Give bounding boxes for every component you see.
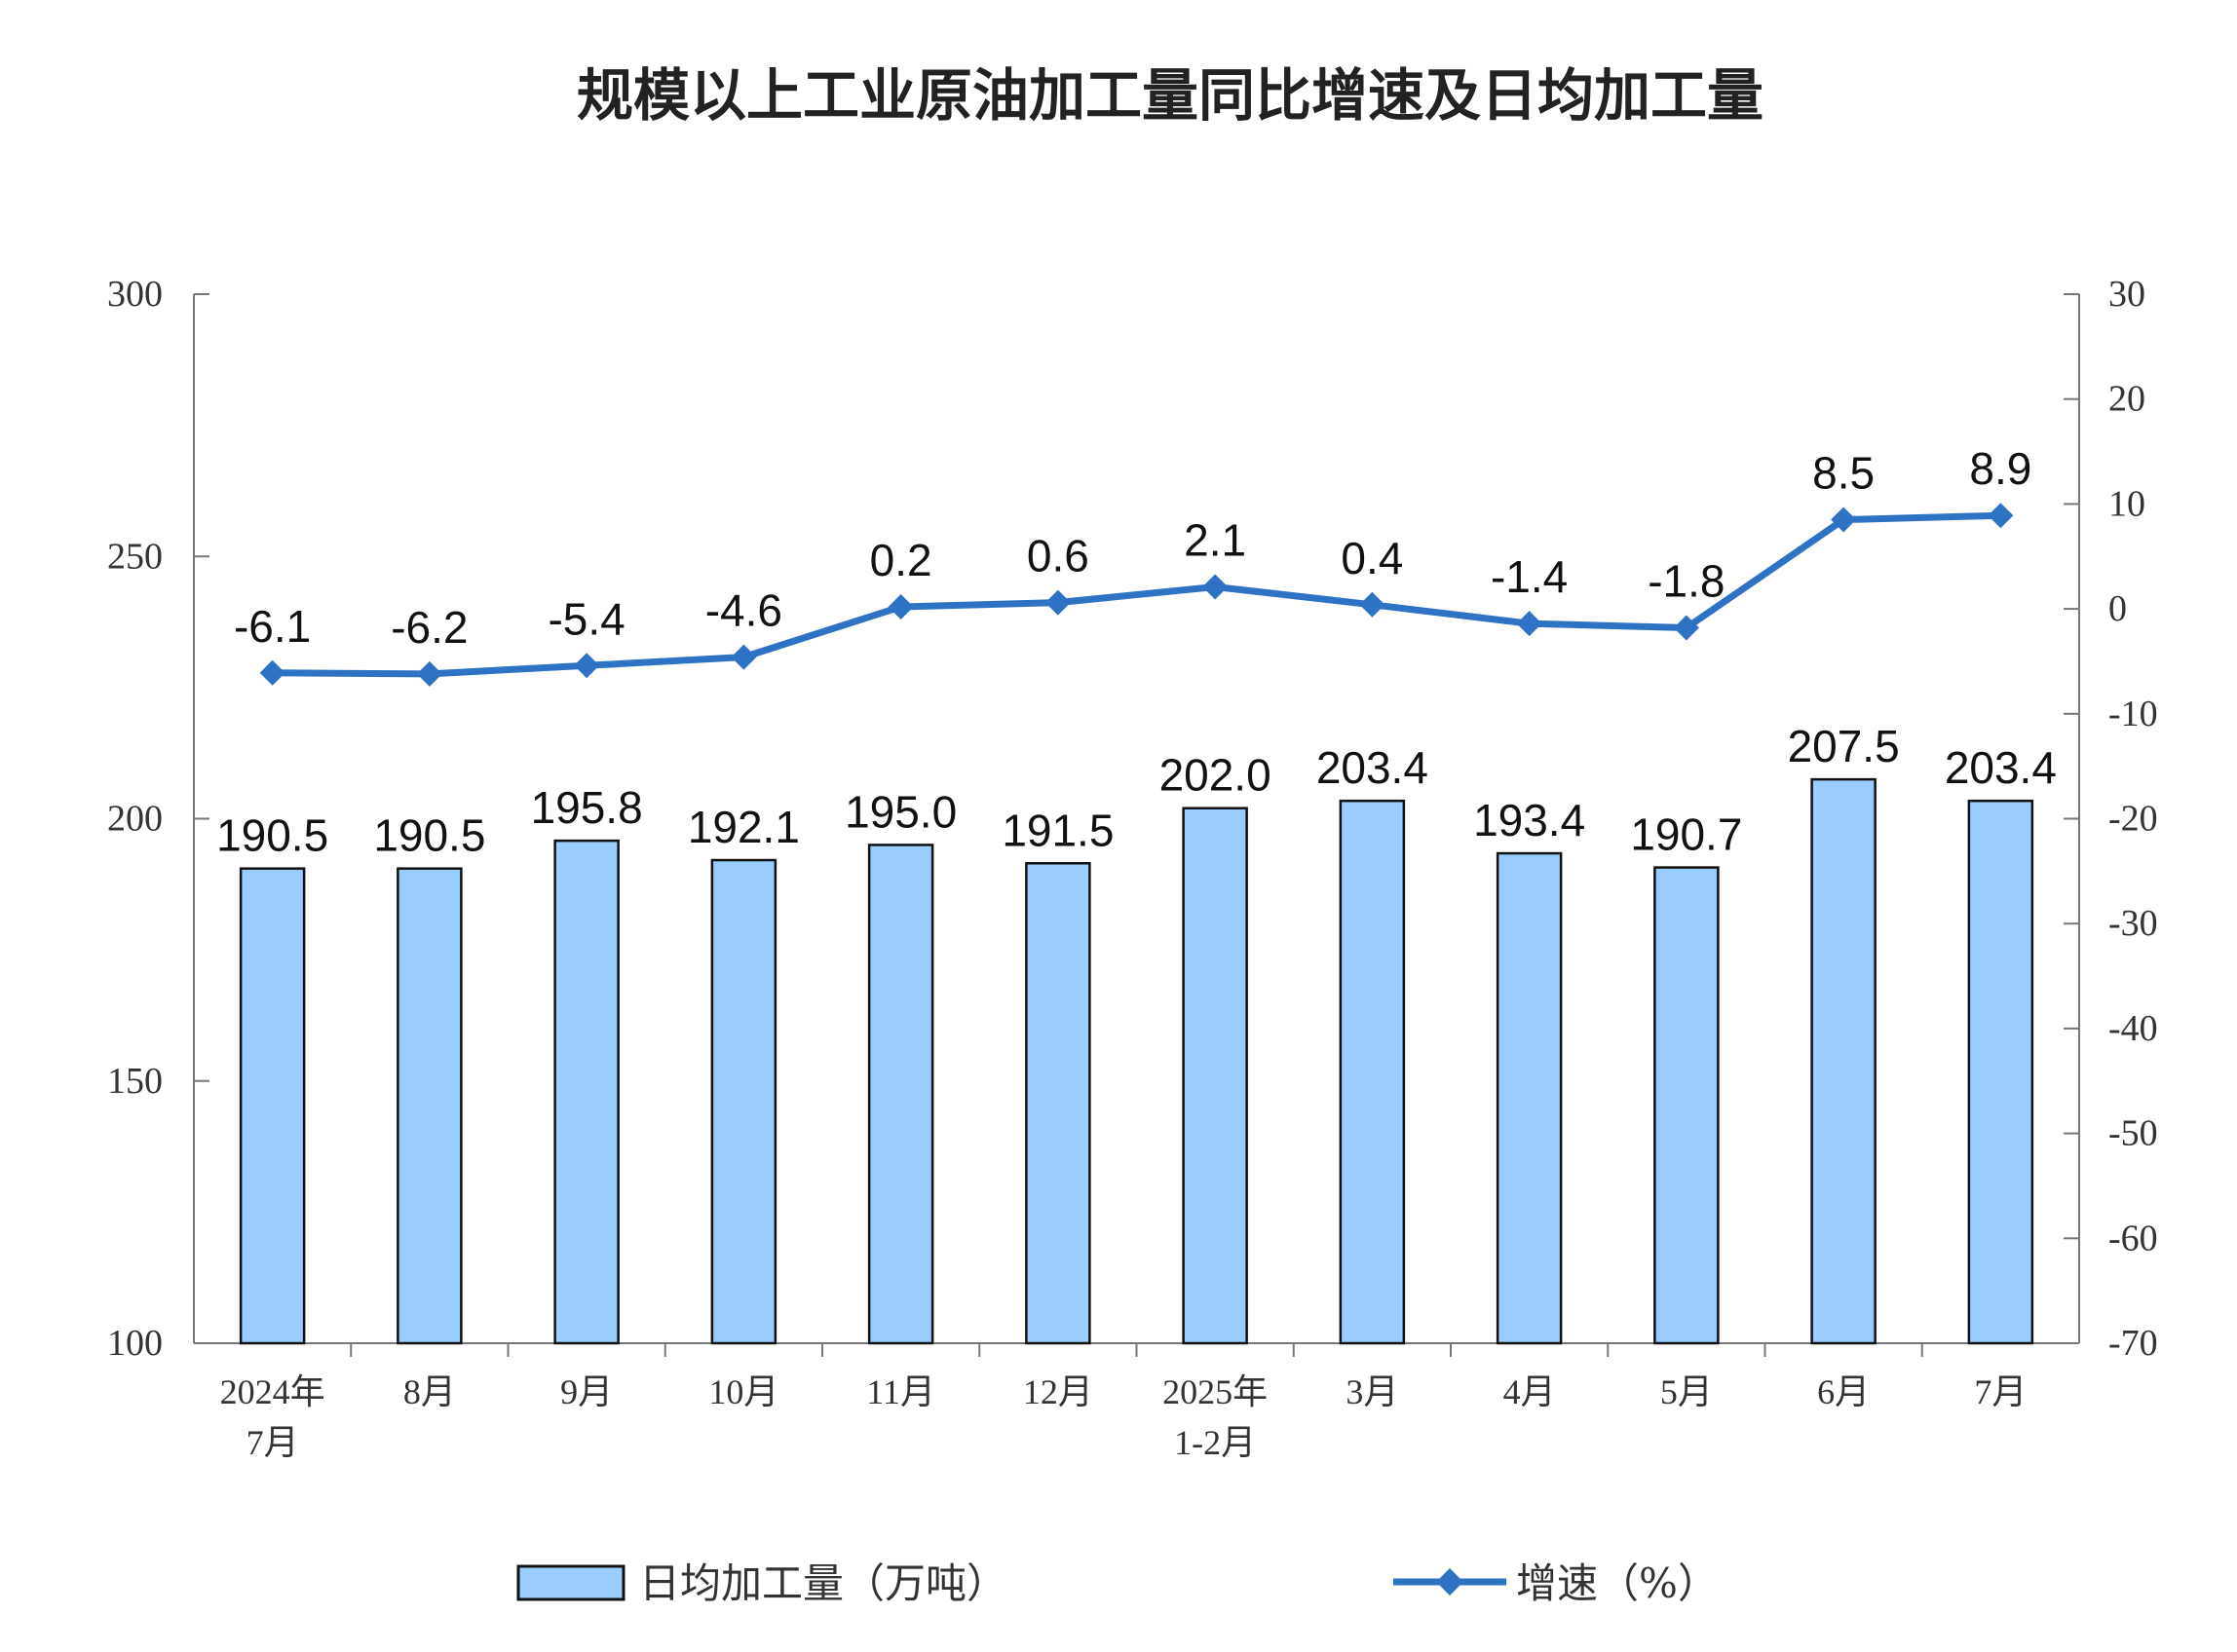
left-tick-label: 250 (107, 536, 163, 577)
line-data-label: -1.8 (1648, 555, 1725, 606)
x-tick-label: 12月 (1023, 1372, 1093, 1411)
line-data-label: -6.1 (234, 601, 311, 652)
right-tick-label: -70 (2108, 1323, 2158, 1364)
bar-data-label: 190.5 (373, 810, 485, 861)
bar (1025, 862, 1091, 1345)
line-marker (1831, 507, 1857, 533)
line-data-label: -4.6 (705, 585, 782, 636)
line-data-label: 8.9 (1969, 443, 2031, 494)
x-tick-label: 4月 (1503, 1372, 1556, 1411)
bar (397, 867, 463, 1345)
line-marker (574, 653, 600, 679)
line-marker (1673, 615, 1699, 641)
legend-bar-label: 日均加工量（万吨） (639, 1559, 1007, 1607)
legend-line-marker (1436, 1568, 1463, 1596)
right-tick-label: 20 (2108, 379, 2145, 420)
x-tick-label: 10月 (708, 1372, 778, 1411)
line-data-label: -5.4 (548, 593, 625, 644)
line-marker (888, 593, 914, 620)
bar-data-label: 202.0 (1159, 750, 1271, 801)
right-tick-label: 10 (2108, 483, 2145, 524)
growth-line (272, 511, 2001, 678)
right-tick-label: -60 (2108, 1218, 2158, 1258)
right-tick-label: -30 (2108, 903, 2158, 944)
bar (1810, 777, 1877, 1345)
line-data-label: -6.2 (391, 602, 468, 653)
bar-data-label: 191.5 (1002, 805, 1114, 855)
legend-bar-swatch (516, 1564, 626, 1601)
right-tick-label: 0 (2108, 588, 2127, 629)
bar (553, 839, 620, 1345)
left-tick-label: 150 (107, 1061, 163, 1102)
x-tick-label: 8月 (403, 1372, 456, 1411)
line-data-label: 2.1 (1184, 514, 1246, 565)
x-tick-label: 9月 (560, 1372, 613, 1411)
bar (1653, 866, 1720, 1345)
line-data-label: -1.4 (1491, 551, 1568, 602)
right-tick-label: -50 (2108, 1113, 2158, 1154)
line-marker (1516, 611, 1542, 637)
left-tick-label: 100 (107, 1323, 163, 1364)
left-tick-label: 200 (107, 799, 163, 840)
bar-data-label: 203.4 (1316, 742, 1428, 793)
line-data-label: 8.5 (1812, 448, 1875, 499)
x-tick-label: 11月 (866, 1372, 935, 1411)
x-tick-label: 3月 (1346, 1372, 1398, 1411)
bar-data-label: 195.0 (845, 786, 957, 837)
x-tick-label: 2024年 (220, 1372, 325, 1411)
bar-data-label: 195.8 (531, 782, 643, 833)
right-tick-label: -40 (2108, 1008, 2158, 1049)
bar (867, 844, 934, 1345)
chart-title: 规模以上工业原油加工量同比增速及日均加工量 (577, 62, 1763, 129)
bar-data-label: 207.5 (1788, 721, 1900, 771)
bar (1496, 851, 1563, 1345)
line-data-label: 0.6 (1027, 531, 1089, 582)
line-data-label: 0.4 (1341, 533, 1403, 583)
legend-line-label: 增速（%） (1516, 1559, 1719, 1607)
left-tick-label: 300 (107, 274, 163, 315)
x-tick-label: 5月 (1660, 1372, 1713, 1411)
line-marker (259, 659, 285, 686)
bar-data-label: 190.7 (1630, 809, 1742, 860)
bar-data-label: 190.5 (216, 810, 328, 861)
line-marker (1988, 503, 2014, 529)
bar (1182, 807, 1248, 1345)
bar-data-label: 192.1 (688, 802, 800, 852)
line-marker (1359, 591, 1385, 618)
line-marker (1202, 574, 1229, 600)
line-data-label: 0.2 (870, 535, 932, 585)
right-tick-label: -20 (2108, 799, 2158, 840)
bar (1967, 799, 2034, 1345)
line-marker (731, 644, 757, 670)
x-tick-label: 7月 (1974, 1372, 2027, 1411)
bar-data-label: 203.4 (1945, 742, 2057, 793)
right-tick-label: -10 (2108, 694, 2158, 734)
line-marker (1044, 589, 1071, 616)
bar (1339, 799, 1406, 1345)
x-tick-label: 1-2月 (1174, 1423, 1256, 1462)
line-marker (416, 660, 442, 687)
right-tick-label: 30 (2108, 274, 2145, 315)
bar (710, 858, 777, 1345)
bar-data-label: 193.4 (1473, 795, 1585, 845)
x-tick-label: 2025年 (1162, 1372, 1268, 1411)
x-tick-label: 6月 (1817, 1372, 1870, 1411)
x-tick-label: 7月 (246, 1423, 299, 1462)
bar (239, 867, 306, 1345)
